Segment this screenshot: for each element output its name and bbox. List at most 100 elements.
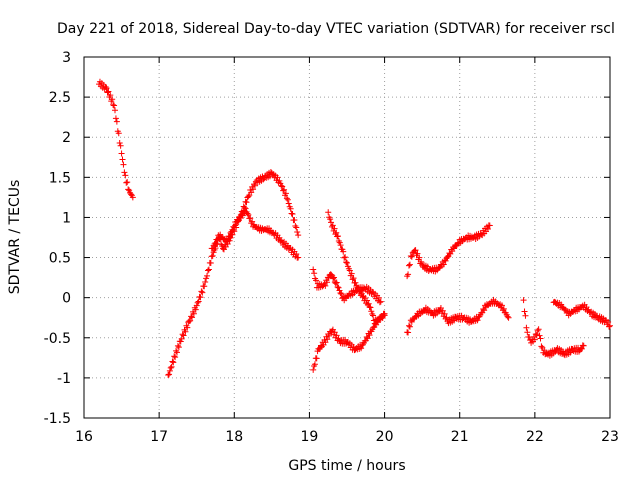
data-point bbox=[381, 310, 388, 317]
data-point bbox=[366, 332, 373, 339]
data-point bbox=[333, 229, 340, 236]
data-point bbox=[120, 161, 127, 168]
x-axis-label: GPS time / hours bbox=[288, 458, 405, 474]
data-point bbox=[294, 228, 301, 235]
data-point bbox=[486, 222, 493, 229]
data-point bbox=[165, 371, 172, 378]
data-point bbox=[295, 254, 302, 261]
data-point bbox=[372, 320, 379, 327]
series-arc-8 bbox=[404, 296, 512, 336]
data-point bbox=[346, 267, 353, 274]
data-point bbox=[331, 225, 338, 232]
y-tick-label: 1.5 bbox=[49, 170, 71, 186]
data-point bbox=[607, 322, 613, 329]
data-point bbox=[283, 195, 290, 202]
data-point bbox=[250, 186, 257, 193]
data-point bbox=[110, 101, 117, 108]
data-point bbox=[248, 189, 255, 196]
data-point bbox=[122, 172, 129, 179]
y-tick-label: -1 bbox=[57, 371, 71, 387]
data-point bbox=[451, 317, 458, 324]
data-point bbox=[284, 196, 291, 203]
data-point bbox=[605, 318, 612, 325]
data-point bbox=[325, 274, 332, 281]
data-point bbox=[328, 271, 335, 278]
data-point bbox=[350, 275, 357, 282]
data-point bbox=[209, 245, 216, 252]
data-point bbox=[580, 342, 587, 349]
data-point bbox=[123, 179, 130, 186]
data-point bbox=[169, 358, 176, 365]
data-points bbox=[96, 78, 613, 378]
data-point bbox=[129, 194, 136, 201]
data-point bbox=[405, 322, 412, 329]
data-point bbox=[326, 332, 333, 339]
y-tick-label: -1.5 bbox=[44, 411, 71, 427]
data-point bbox=[310, 366, 317, 373]
y-tick-label: -0.5 bbox=[44, 331, 71, 347]
data-point bbox=[179, 331, 186, 338]
data-point bbox=[209, 252, 216, 259]
y-tick-label: 0 bbox=[62, 291, 71, 307]
data-point bbox=[364, 335, 371, 342]
data-point bbox=[328, 219, 335, 226]
data-point bbox=[334, 283, 341, 290]
data-point bbox=[310, 266, 317, 273]
data-point bbox=[124, 179, 131, 186]
series-arc-6 bbox=[310, 310, 388, 373]
data-point bbox=[172, 354, 179, 361]
data-point bbox=[109, 96, 116, 103]
data-point bbox=[504, 313, 511, 320]
data-point bbox=[442, 257, 449, 264]
data-point bbox=[226, 233, 233, 240]
data-point bbox=[204, 272, 211, 279]
data-point bbox=[168, 363, 175, 370]
data-point bbox=[105, 88, 112, 95]
data-point bbox=[173, 349, 180, 356]
data-point bbox=[103, 85, 110, 92]
data-point bbox=[536, 332, 543, 339]
data-point bbox=[333, 332, 340, 339]
data-point bbox=[238, 208, 245, 215]
data-point bbox=[524, 329, 531, 336]
data-point bbox=[369, 311, 376, 318]
x-tick-label: 22 bbox=[526, 429, 544, 445]
data-point bbox=[174, 342, 181, 349]
data-point bbox=[198, 288, 205, 295]
axis-ticks: 16 17 18 19 20 21 22 23 -1.5 -1 -0.5 0 0.5 1 1.5 2 2.5 3 bbox=[44, 50, 619, 445]
chart-title: Day 221 of 2018, Sidereal Day-to-day VTE… bbox=[57, 21, 615, 37]
data-point bbox=[376, 299, 383, 306]
data-point bbox=[205, 266, 212, 273]
data-point bbox=[332, 280, 339, 287]
data-point bbox=[214, 237, 221, 244]
data-point bbox=[111, 107, 118, 114]
data-point bbox=[481, 307, 488, 314]
data-point bbox=[578, 345, 585, 352]
data-point bbox=[243, 199, 250, 206]
data-point bbox=[541, 347, 548, 354]
data-point bbox=[116, 139, 123, 146]
data-point bbox=[414, 250, 421, 257]
data-point bbox=[112, 115, 119, 122]
data-point bbox=[199, 289, 206, 296]
y-tick-label: 2.5 bbox=[49, 90, 71, 106]
data-point bbox=[244, 210, 251, 217]
data-point bbox=[117, 142, 124, 149]
data-point bbox=[125, 186, 132, 193]
data-point bbox=[193, 302, 200, 309]
data-point bbox=[313, 277, 320, 284]
data-point bbox=[230, 223, 237, 230]
data-point bbox=[224, 238, 231, 245]
data-point bbox=[278, 182, 285, 189]
data-point bbox=[359, 293, 366, 300]
data-point bbox=[266, 173, 273, 180]
data-point bbox=[521, 308, 528, 315]
data-point bbox=[349, 276, 356, 283]
data-point bbox=[180, 332, 187, 339]
data-point bbox=[406, 323, 413, 330]
data-point bbox=[118, 150, 125, 157]
data-point bbox=[171, 353, 178, 360]
data-point bbox=[235, 217, 242, 224]
data-point bbox=[126, 187, 133, 194]
data-point bbox=[121, 169, 128, 176]
